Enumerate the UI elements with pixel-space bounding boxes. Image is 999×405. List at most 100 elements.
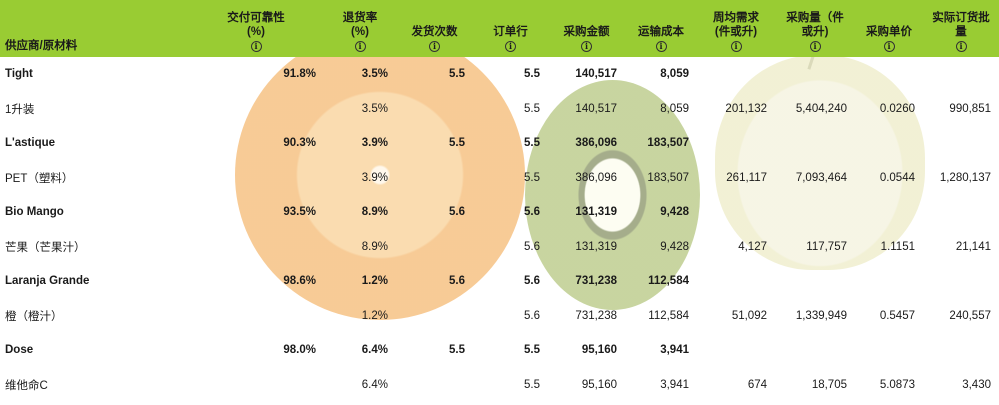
header-row: 供应商/原材料 交付可靠性 (%) i 退货率 (%) i 发货次数 i 订单行 i 采购金… bbox=[0, 0, 999, 57]
cell-delivery-reliability bbox=[188, 299, 324, 334]
cell-order-batch bbox=[923, 126, 999, 161]
table-row-material[interactable]: PET（塑料） 3.9% 5.5 386,096 183,507 261,117… bbox=[0, 161, 999, 196]
cell-order-lines: 5.5 bbox=[524, 137, 540, 150]
cell-purchase-value: 131,319 bbox=[575, 206, 617, 219]
cell-transport-cost: 183,507 bbox=[647, 137, 689, 150]
table-row-material[interactable]: 芒果（芒果汁） 8.9% 5.6 131,319 9,428 4,127 117… bbox=[0, 230, 999, 265]
kiwi-image bbox=[525, 80, 700, 310]
cell-purchase-volume bbox=[775, 264, 855, 299]
cell-delivery-reliability bbox=[188, 161, 324, 196]
apple-image bbox=[715, 55, 925, 270]
cell-purchase-value: 95,160 bbox=[581, 378, 617, 391]
cell-name: 维他命C bbox=[5, 379, 48, 392]
cell-weekly-demand: 674 bbox=[747, 378, 767, 391]
col-header-order-lines[interactable]: 订单行 i bbox=[473, 0, 548, 57]
cell-return-rate: 3.5% bbox=[361, 68, 388, 81]
cell-return-rate: 8.9% bbox=[361, 240, 388, 253]
cell-return-rate: 6.4% bbox=[361, 378, 388, 391]
cell-order-batch bbox=[923, 195, 999, 230]
orange-image bbox=[235, 30, 525, 320]
cell-order-batch: 3,430 bbox=[962, 378, 991, 391]
cell-order-batch: 990,851 bbox=[949, 102, 991, 115]
cell-unit-price: 0.0544 bbox=[879, 171, 915, 184]
cell-name: 橙（橙汁） bbox=[5, 310, 63, 323]
table-row-supplier[interactable]: L'astique 90.3% 3.9% 5.5 5.5 386,096 183… bbox=[0, 126, 999, 161]
cell-order-batch bbox=[923, 264, 999, 299]
col-header-purchase-volume[interactable]: 采购量（件 或升) i bbox=[775, 0, 855, 57]
cell-transport-cost: 9,428 bbox=[660, 240, 689, 253]
cell-shipments: 5.6 bbox=[449, 206, 465, 219]
cell-weekly-demand: 4,127 bbox=[738, 240, 767, 253]
info-icon[interactable]: i bbox=[809, 41, 821, 52]
cell-order-lines: 5.5 bbox=[524, 102, 540, 115]
cell-purchase-value: 731,238 bbox=[575, 275, 617, 288]
col-header-delivery-reliability[interactable]: 交付可靠性 (%) i bbox=[188, 0, 324, 57]
info-icon[interactable]: i bbox=[730, 41, 742, 52]
cell-purchase-value: 95,160 bbox=[581, 344, 617, 357]
info-icon[interactable]: i bbox=[655, 41, 667, 52]
cell-order-lines: 5.6 bbox=[524, 309, 540, 322]
cell-order-batch: 240,557 bbox=[949, 309, 991, 322]
cell-name: Bio Mango bbox=[5, 206, 64, 219]
cell-transport-cost: 183,507 bbox=[647, 171, 689, 184]
cell-purchase-volume: 7,093,464 bbox=[795, 171, 847, 184]
cell-weekly-demand bbox=[697, 195, 775, 230]
cell-name: 芒果（芒果汁） bbox=[5, 241, 86, 254]
cell-purchase-volume bbox=[775, 57, 855, 92]
info-icon[interactable]: i bbox=[581, 41, 592, 52]
cell-order-lines: 5.5 bbox=[524, 68, 540, 81]
col-header-shipments[interactable]: 发货次数 i bbox=[396, 0, 473, 57]
cell-shipments bbox=[396, 92, 473, 127]
cell-purchase-value: 731,238 bbox=[575, 309, 617, 322]
cell-weekly-demand: 261,117 bbox=[726, 171, 767, 184]
cell-unit-price: 1.1151 bbox=[880, 240, 915, 253]
cell-delivery-reliability bbox=[188, 92, 324, 127]
table-row-material[interactable]: 橙（橙汁） 1.2% 5.6 731,238 112,584 51,092 1,… bbox=[0, 299, 999, 334]
cell-shipments bbox=[396, 161, 473, 196]
col-header-return-rate[interactable]: 退货率 (%) i bbox=[324, 0, 396, 57]
cell-return-rate: 3.9% bbox=[361, 137, 388, 150]
table-row-supplier[interactable]: Laranja Grande 98.6% 1.2% 5.6 5.6 731,23… bbox=[0, 264, 999, 299]
table-row-supplier[interactable]: Tight 91.8% 3.5% 5.5 5.5 140,517 8,059 bbox=[0, 57, 999, 92]
info-icon[interactable]: i bbox=[429, 41, 440, 52]
info-icon[interactable]: i bbox=[250, 41, 262, 52]
cell-purchase-value: 140,517 bbox=[575, 102, 617, 115]
cell-purchase-volume: 18,705 bbox=[811, 378, 847, 391]
col-header-supplier[interactable]: 供应商/原材料 bbox=[0, 0, 188, 57]
cell-order-lines: 5.6 bbox=[524, 275, 540, 288]
cell-shipments bbox=[396, 230, 473, 265]
cell-return-rate: 1.2% bbox=[361, 275, 388, 288]
table-row-material[interactable]: 1升装 3.5% 5.5 140,517 8,059 201,132 5,404… bbox=[0, 92, 999, 127]
cell-name: Tight bbox=[5, 68, 33, 81]
col-header-purchase-value[interactable]: 采购金额 i bbox=[548, 0, 625, 57]
table-row-material[interactable]: 维他命C 6.4% 5.5 95,160 3,941 674 18,705 5.… bbox=[0, 368, 999, 403]
info-icon[interactable]: i bbox=[883, 41, 895, 52]
col-header-transport-cost[interactable]: 运输成本 i bbox=[625, 0, 697, 57]
cell-weekly-demand bbox=[697, 264, 775, 299]
cell-return-rate: 3.9% bbox=[361, 171, 388, 184]
info-icon[interactable]: i bbox=[354, 41, 366, 52]
col-header-weekly-demand[interactable]: 周均需求 (件或升) i bbox=[697, 0, 775, 57]
cell-unit-price bbox=[855, 126, 923, 161]
cell-delivery-reliability: 98.6% bbox=[283, 275, 316, 288]
info-icon[interactable]: i bbox=[955, 41, 967, 52]
cell-name: Laranja Grande bbox=[5, 275, 90, 288]
cell-weekly-demand bbox=[697, 126, 775, 161]
table-row-supplier[interactable]: Dose 98.0% 6.4% 5.5 5.5 95,160 3,941 bbox=[0, 333, 999, 368]
col-header-unit-price[interactable]: 采购单价 i bbox=[855, 0, 923, 57]
cell-delivery-reliability: 91.8% bbox=[283, 68, 316, 81]
cell-transport-cost: 112,584 bbox=[648, 309, 689, 322]
cell-purchase-volume bbox=[775, 195, 855, 230]
cell-order-batch bbox=[923, 57, 999, 92]
table-row-supplier[interactable]: Bio Mango 93.5% 8.9% 5.6 5.6 131,319 9,4… bbox=[0, 195, 999, 230]
cell-transport-cost: 112,584 bbox=[648, 275, 689, 288]
cell-name: PET（塑料） bbox=[5, 172, 74, 185]
cell-return-rate: 8.9% bbox=[361, 206, 388, 219]
col-header-order-batch[interactable]: 实际订货批量 i bbox=[923, 0, 999, 57]
cell-purchase-volume: 117,757 bbox=[806, 240, 847, 253]
cell-name: Dose bbox=[5, 344, 34, 357]
info-icon[interactable]: i bbox=[505, 41, 516, 52]
cell-purchase-volume: 5,404,240 bbox=[795, 102, 847, 115]
cell-order-lines: 5.5 bbox=[524, 344, 540, 357]
cell-unit-price: 0.5457 bbox=[879, 309, 915, 322]
